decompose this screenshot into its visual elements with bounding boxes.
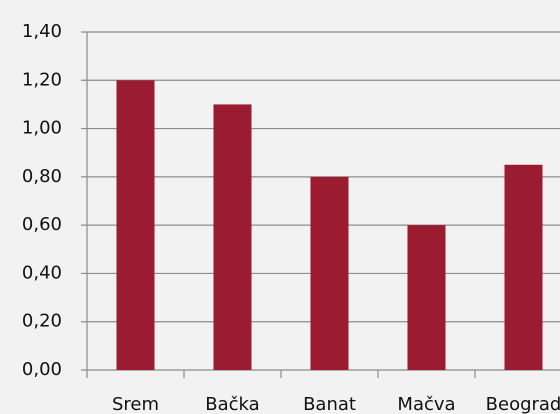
y-tick-label: 0,60 — [22, 214, 62, 235]
bar — [310, 176, 349, 370]
x-tick-label: Banat — [303, 394, 356, 414]
y-tick-label: 1,00 — [22, 118, 62, 139]
bar — [407, 225, 446, 370]
y-tick-label: 0,20 — [22, 311, 62, 332]
bar — [116, 80, 155, 371]
bar — [504, 164, 543, 370]
y-tick-label: 0,40 — [22, 262, 62, 283]
x-tick-label: Srem — [112, 394, 159, 414]
x-tick-label: Beograd — [486, 394, 560, 414]
y-tick-label: 0,80 — [22, 166, 62, 187]
y-tick-label: 1,40 — [22, 21, 62, 42]
y-tick-label: 0,00 — [22, 359, 62, 380]
bar — [213, 104, 252, 370]
y-tick-label: 1,20 — [22, 69, 62, 90]
x-tick-label: Mačva — [397, 394, 455, 414]
x-tick-label: Bačka — [205, 394, 259, 414]
